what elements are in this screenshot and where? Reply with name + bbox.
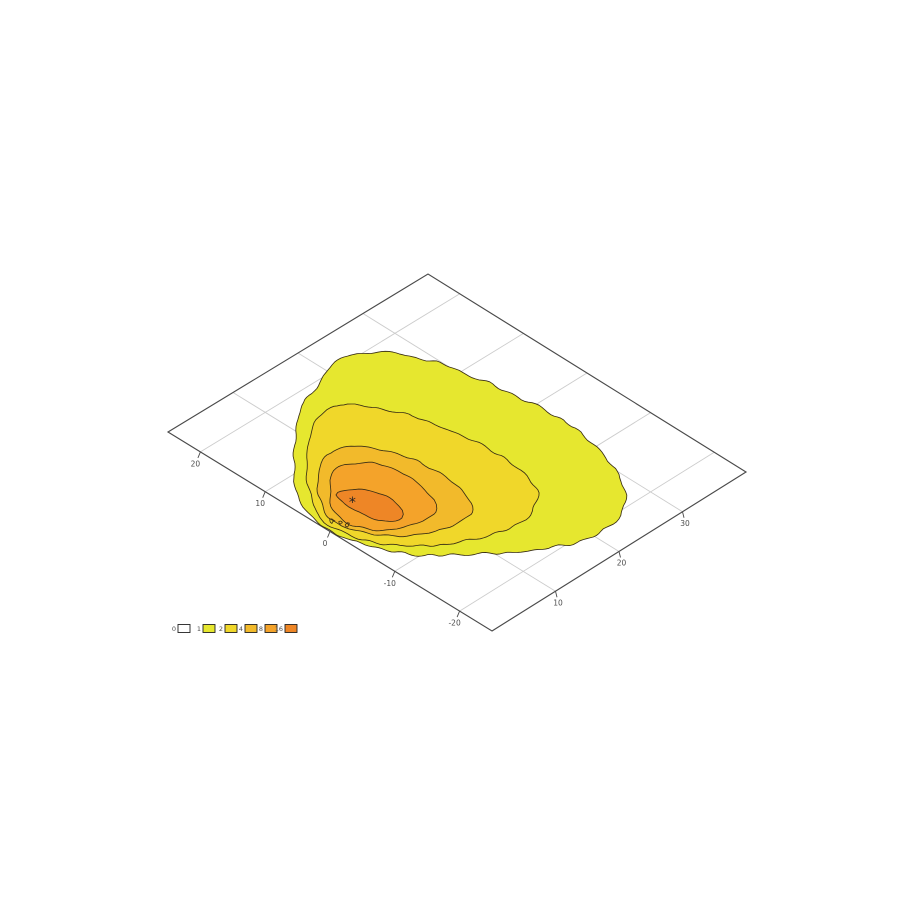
x-axis-tick-label: 10	[553, 598, 563, 607]
peak-marker-asterisk: *	[349, 495, 356, 511]
y-axis-tick-label: -10	[384, 579, 396, 588]
y-axis-tick	[391, 571, 396, 578]
legend-swatch-8	[264, 624, 278, 633]
noise-loop	[338, 520, 343, 525]
legend-swatch-2	[224, 624, 238, 633]
noise-loop	[344, 522, 350, 528]
legend-label-2: 2	[219, 625, 223, 633]
y-axis-tick	[197, 451, 201, 459]
contour-noise-loops	[329, 518, 350, 528]
legend-label-1: 1	[197, 625, 201, 633]
axis-ticks	[197, 451, 685, 618]
legend-swatch-16	[284, 624, 298, 633]
contour-level-16	[335, 488, 404, 522]
y-axis-tick	[327, 531, 331, 538]
legend-swatch-0	[177, 624, 191, 633]
legend-swatch-4	[244, 624, 258, 633]
legend-label-16: 16	[275, 625, 283, 633]
y-axis-tick	[456, 610, 461, 618]
x-axis-tick	[682, 511, 685, 518]
axis-tick-labels: 20 10 0 -10 -20 10 20 30	[191, 459, 690, 627]
contour-levels	[292, 350, 628, 557]
y-axis-tick-label: -20	[448, 619, 460, 628]
noise-loop	[329, 518, 336, 525]
x-axis-tick-label: 20	[617, 559, 627, 568]
plot-box-border	[166, 273, 748, 632]
legend-label-8: 8	[259, 625, 263, 633]
y-axis-tick-label: 20	[191, 459, 201, 468]
y-axis-tick	[262, 491, 266, 498]
x-axis-tick	[618, 551, 621, 558]
legend-label-4: 4	[239, 625, 243, 633]
y-axis-tick-label: 10	[255, 499, 265, 508]
legend-label-0: 0	[172, 625, 176, 633]
legend: 0 1 2 4 8 16	[172, 624, 298, 633]
x-axis-tick-label: 30	[680, 519, 690, 528]
legend-swatch-1	[202, 624, 216, 633]
x-axis-tick	[555, 591, 558, 598]
y-axis-tick-label: 0	[323, 539, 328, 548]
